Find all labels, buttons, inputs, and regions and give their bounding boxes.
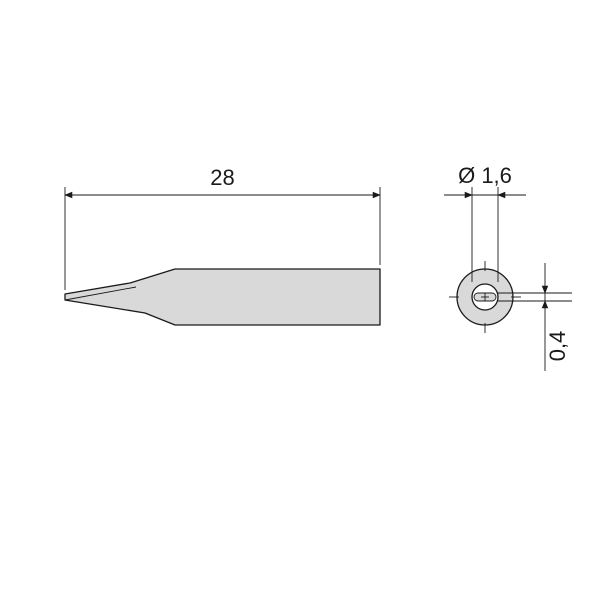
diameter-label: Ø 1,6 (458, 163, 512, 188)
length-dim-label: 28 (210, 165, 234, 190)
technical-drawing: 28 Ø 1,6 0,4 (0, 0, 600, 600)
thickness-label: 0,4 (545, 331, 570, 362)
side-profile (65, 269, 380, 325)
